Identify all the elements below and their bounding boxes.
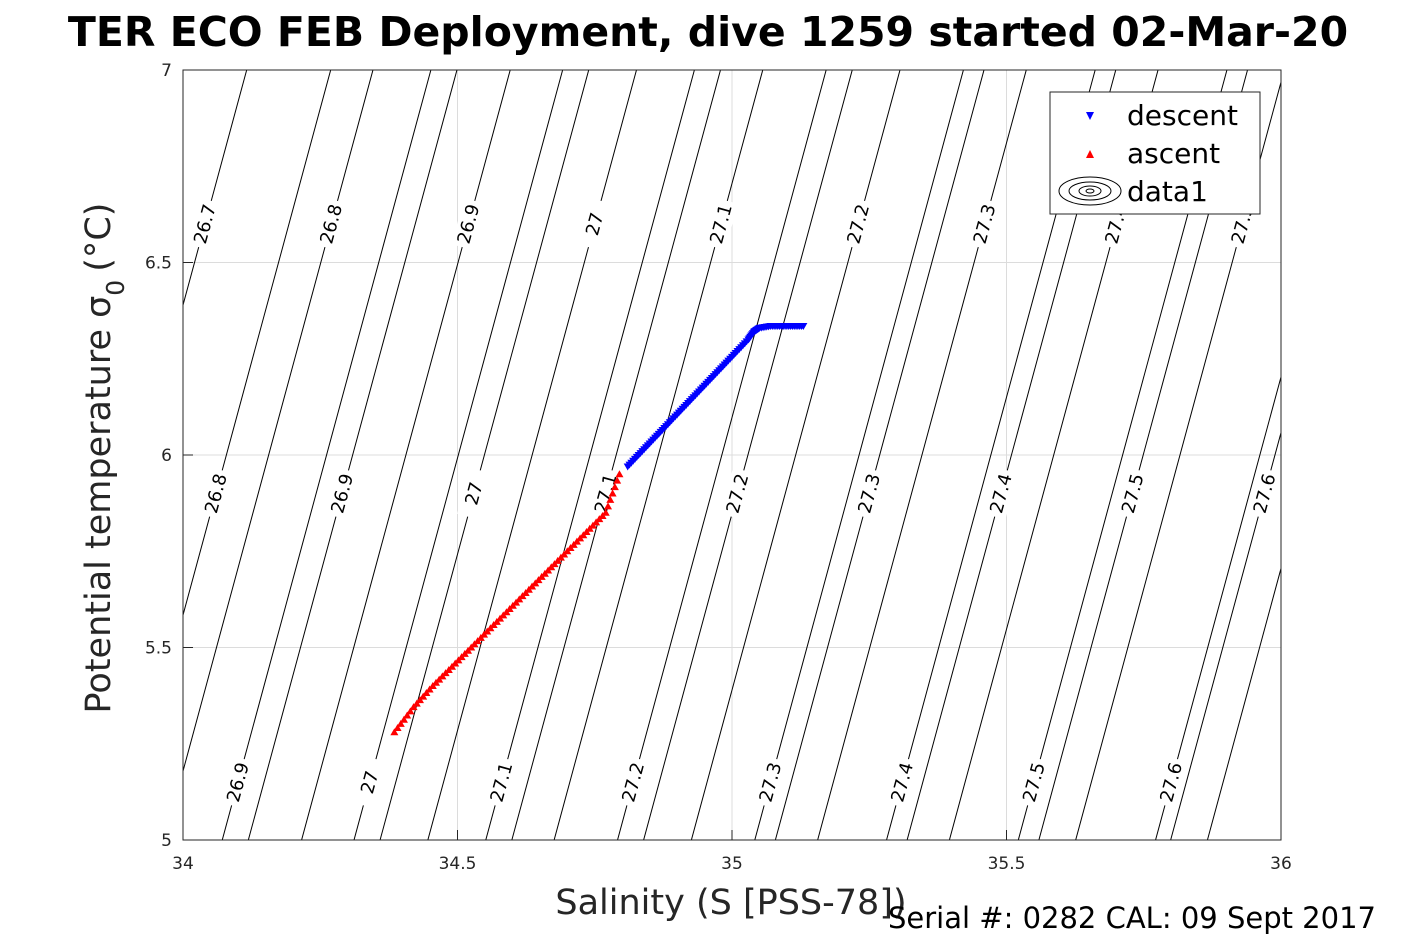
y-axis-label-sub: 0 [101,280,130,296]
ascent-marker [403,711,412,719]
isopycnal-line [485,70,695,840]
isopycnal-line [301,70,511,840]
ascent-marker [396,719,405,727]
isopycnal-line [379,70,590,840]
x-tick-label: 35 [721,854,743,874]
y-tick-label: 5.5 [145,639,172,659]
isopycnal-line [774,70,985,840]
isopycnal-line [353,70,564,840]
x-axis-label: Salinity (S [PSS-78]) [555,883,906,923]
legend-label-ascent: ascent [1127,137,1220,170]
isopycnal-line [183,70,374,774]
isopycnal-line [183,70,248,307]
ascent-marker [422,689,431,697]
ascent-marker [601,508,610,516]
isopycnal-line [221,70,432,840]
ascent-marker [393,724,402,732]
grid-lines [183,70,1281,840]
y-axis-ticks: 5 5.5 6 6.5 7 [145,61,193,851]
isopycnal-label: 27 [457,467,491,520]
svg-text:Potential temperature σ0(°C): Potential temperature σ0 (°C) [79,203,130,714]
isopycnal-line [617,70,827,840]
isopycnal-label: 27.1 [484,756,519,809]
ascent-marker [415,696,424,704]
isopycnal-line [247,70,458,840]
y-tick-label: 6.5 [145,254,172,274]
isopycnal-line [553,70,764,840]
chart-title: TER ECO FEB Deployment, dive 1259 starte… [68,8,1348,56]
serial-cal-footer: Serial #: 0282 CAL: 09 Sept 2017 [888,901,1376,935]
legend-marker-data1 [1058,176,1122,206]
isopycnal-line [1170,430,1281,840]
y-tick-label: 6 [161,446,172,466]
ascent-marker [608,489,617,497]
isopycnal-line [1155,375,1281,840]
legend-label-descent: descent [1127,99,1238,132]
isopycnal-line [1206,566,1281,840]
y-axis-label-main: Potential temperature σ [79,296,119,714]
isopycnal-line [183,70,332,617]
isopycnal-line [754,70,964,840]
isopycnal-line [643,70,853,840]
y-axis-label: Potential temperature σ0 (°C) [79,203,130,714]
ascent-marker [425,685,434,693]
x-tick-label: 36 [1270,854,1292,874]
ascent-marker [613,476,622,484]
y-tick-label: 5 [161,831,172,851]
x-tick-label: 34 [172,854,194,874]
isopycnal-label: 27.2 [616,756,651,809]
isopycnal-label: 27 [352,756,387,809]
x-tick-label: 35.5 [988,854,1026,874]
ascent-marker [399,715,408,723]
ascent-marker [419,692,428,700]
ascent-marker [406,707,415,715]
ascent-marker [390,728,399,736]
ascent-marker [604,502,613,510]
ascent-marker [409,703,418,711]
ascent-marker [615,470,624,478]
ascent-marker [412,699,421,707]
legend: descent ascent data1 [1049,91,1261,215]
legend-label-data1: data1 [1127,175,1208,208]
isopycnal-line [817,70,1027,840]
x-axis-ticks: 34 34.5 35 35.5 36 [172,830,1292,874]
x-tick-label: 34.5 [439,854,477,874]
data-markers [390,323,808,736]
legend-marker-ascent [1086,150,1094,158]
legend-marker-descent [1086,112,1094,120]
descent-marker [799,323,808,331]
y-tick-label: 7 [161,61,172,81]
isopycnal-contours [183,70,1281,840]
isopycnal-line [690,70,901,840]
isopycnal-line [511,70,721,840]
isopycnal-label: 27.3 [852,467,887,520]
legend-box [1049,91,1261,215]
isopycnal-line [427,70,637,840]
ascent-marker [610,483,619,491]
ascent-marker [606,495,615,503]
y-axis-label-unit: (°C) [79,203,119,272]
